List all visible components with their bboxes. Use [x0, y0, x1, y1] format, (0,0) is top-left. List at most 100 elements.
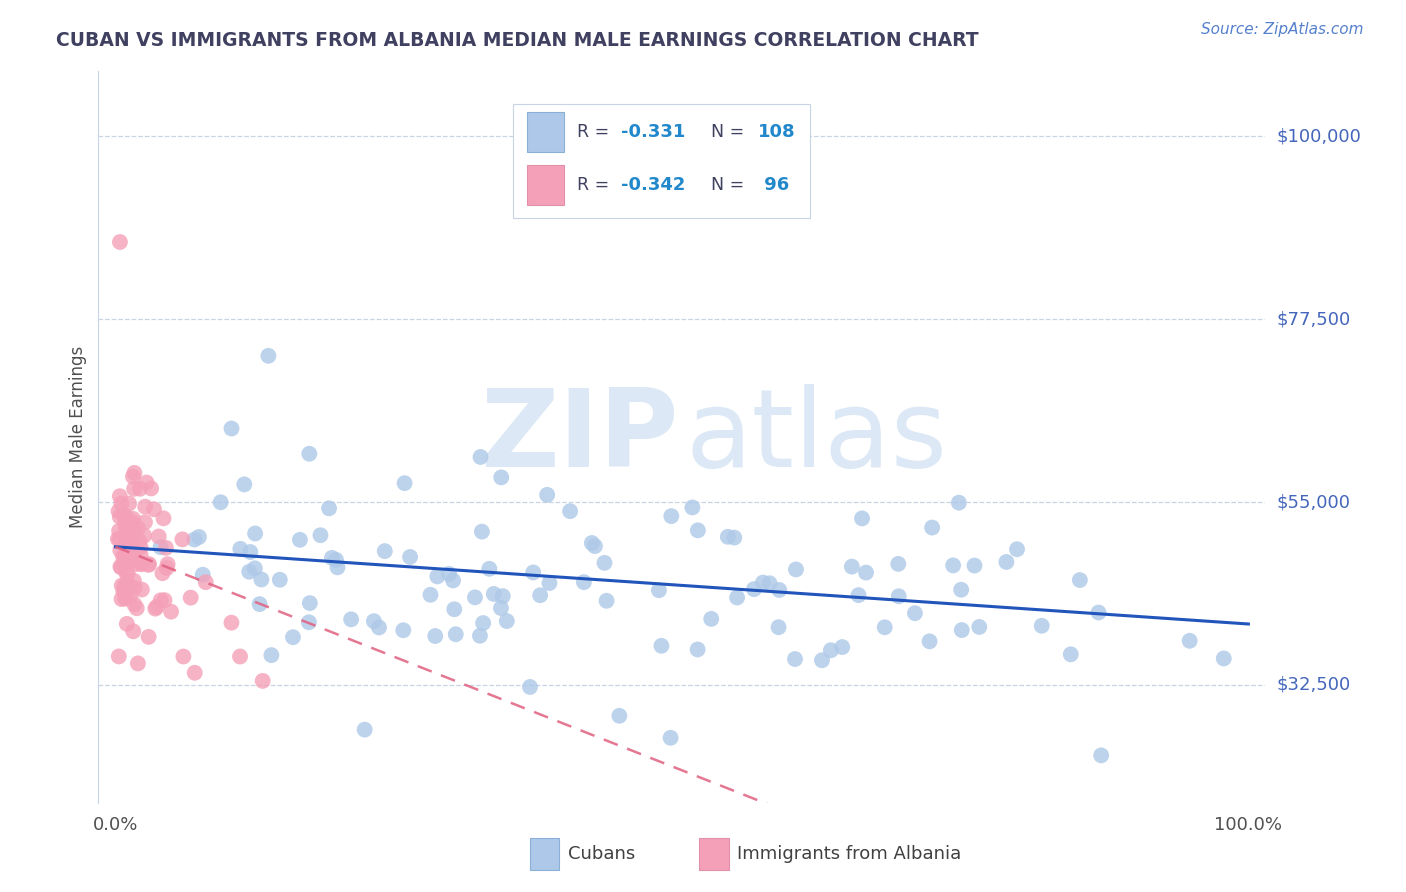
Point — [120, 589, 142, 603]
Point — [124, 581, 146, 595]
Point — [114, 591, 136, 606]
Point — [252, 673, 274, 688]
Point — [394, 476, 416, 491]
Point — [831, 640, 853, 654]
Point — [129, 540, 152, 554]
Y-axis label: Median Male Earnings: Median Male Earnings — [69, 346, 87, 528]
Point — [399, 549, 422, 564]
Point — [659, 509, 682, 524]
Point — [921, 520, 943, 534]
Point — [368, 620, 391, 634]
Point — [489, 601, 512, 615]
Point — [742, 582, 765, 596]
Point — [134, 500, 156, 514]
Point — [309, 528, 332, 542]
Point — [887, 589, 910, 603]
Point — [995, 555, 1018, 569]
Point — [125, 601, 148, 615]
Point — [464, 591, 486, 605]
Point — [107, 532, 129, 546]
Text: atlas: atlas — [685, 384, 948, 490]
Point — [522, 566, 544, 580]
Point — [156, 558, 179, 572]
Point — [118, 545, 141, 559]
Point — [558, 504, 581, 518]
Point — [768, 582, 790, 597]
Point — [114, 520, 136, 534]
Point — [1031, 619, 1053, 633]
Point — [122, 512, 145, 526]
Point — [887, 557, 910, 571]
Point — [122, 551, 145, 566]
Text: CUBAN VS IMMIGRANTS FROM ALBANIA MEDIAN MALE EARNINGS CORRELATION CHART: CUBAN VS IMMIGRANTS FROM ALBANIA MEDIAN … — [56, 31, 979, 50]
Point — [127, 657, 149, 671]
Point — [785, 562, 807, 576]
Point — [183, 665, 205, 680]
Point — [717, 530, 740, 544]
Point — [139, 482, 162, 496]
Point — [117, 566, 139, 580]
Text: 96: 96 — [758, 176, 789, 194]
Point — [519, 680, 541, 694]
Point — [318, 501, 340, 516]
Point — [441, 574, 464, 588]
Point — [468, 629, 491, 643]
Point — [353, 723, 375, 737]
Point — [1212, 651, 1234, 665]
Point — [187, 530, 209, 544]
Point — [325, 553, 347, 567]
Point — [470, 450, 492, 464]
Point — [149, 540, 172, 554]
Point — [143, 502, 166, 516]
Point — [183, 533, 205, 547]
Point — [904, 606, 927, 620]
Point — [238, 565, 260, 579]
Point — [110, 559, 132, 574]
Point — [1178, 633, 1201, 648]
Point — [681, 500, 703, 515]
Point — [122, 624, 145, 639]
Point — [122, 525, 145, 540]
Point — [855, 566, 877, 580]
Point — [848, 588, 870, 602]
Point — [340, 612, 363, 626]
Point — [115, 566, 138, 580]
Point — [478, 562, 501, 576]
Point — [122, 482, 145, 496]
Bar — [527, 112, 564, 153]
Point — [472, 616, 495, 631]
Point — [209, 495, 232, 509]
Point — [156, 561, 179, 575]
Point — [117, 549, 139, 564]
Point — [686, 524, 709, 538]
Point — [321, 550, 343, 565]
Point — [536, 488, 558, 502]
Bar — [699, 838, 728, 871]
Point — [108, 509, 131, 524]
Point — [723, 531, 745, 545]
Text: $32,500: $32,500 — [1277, 676, 1351, 694]
Point — [118, 497, 141, 511]
Point — [108, 533, 131, 547]
Point — [118, 520, 141, 534]
Text: Source: ZipAtlas.com: Source: ZipAtlas.com — [1201, 22, 1364, 37]
Point — [260, 648, 283, 662]
Point — [538, 576, 561, 591]
Point — [811, 653, 834, 667]
Point — [686, 642, 709, 657]
Point — [114, 508, 136, 523]
Point — [650, 639, 672, 653]
Point — [124, 541, 146, 555]
Point — [131, 558, 153, 572]
Point — [969, 620, 991, 634]
Point — [492, 589, 515, 603]
Point — [120, 553, 142, 567]
Point — [114, 510, 136, 524]
Text: R =: R = — [576, 176, 614, 194]
Point — [221, 421, 243, 435]
Point — [115, 521, 138, 535]
Point — [363, 614, 385, 628]
Point — [127, 521, 149, 535]
Point — [298, 596, 321, 610]
Point — [250, 573, 273, 587]
